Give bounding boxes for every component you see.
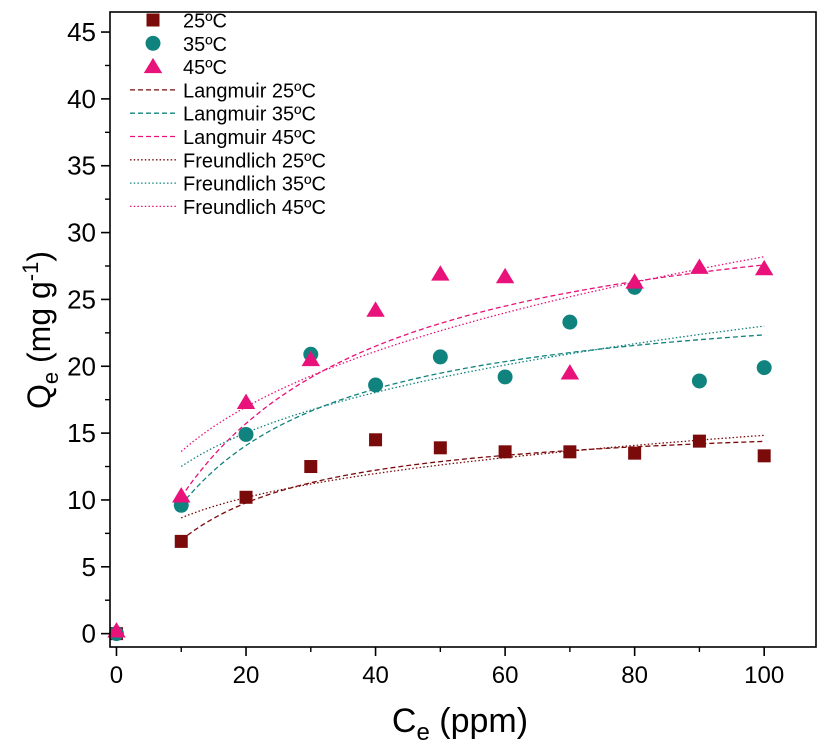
y-axis-label-main: Q (21, 384, 57, 409)
legend-label: Freundlich 35ºC (183, 174, 326, 196)
legend-label: Freundlich 45ºC (183, 197, 326, 219)
y-axis-label-sup: -1 (18, 262, 43, 282)
data-point (757, 449, 771, 463)
y-tick-label: 0 (82, 619, 96, 649)
data-point (563, 445, 577, 459)
fit-line (180, 325, 765, 468)
data-point (432, 349, 448, 365)
legend-label: 25ºC (183, 11, 227, 33)
legend-label: Langmuir 25ºC (183, 80, 316, 102)
data-point (301, 350, 321, 367)
y-tick-label: 15 (67, 418, 96, 448)
y-axis-label-close: ) (21, 251, 57, 262)
legend-label: 35ºC (183, 34, 227, 56)
legend-label: Freundlich 25ºC (183, 150, 326, 172)
data-point (431, 265, 450, 281)
fit-line (180, 334, 765, 506)
x-tick-label: 20 (233, 662, 260, 689)
legend-symbol (145, 35, 161, 51)
data-point (628, 446, 642, 460)
x-axis-label-sub: e (416, 719, 429, 746)
y-tick-label: 10 (67, 485, 96, 515)
y-tick-label: 40 (67, 84, 96, 114)
legend-label: Langmuir 45ºC (183, 127, 316, 149)
data-point (239, 490, 253, 504)
data-point (304, 460, 318, 474)
legend-symbol (146, 13, 160, 27)
x-axis-label-rest: (ppm) (430, 702, 528, 740)
x-tick-label: 40 (362, 662, 389, 689)
data-point (495, 267, 515, 284)
y-tick-label: 5 (82, 552, 96, 582)
data-point (691, 373, 707, 389)
x-axis-label-main: C (392, 702, 417, 740)
data-points (107, 258, 774, 642)
data-point (497, 369, 513, 385)
x-tick-label: 60 (492, 662, 519, 689)
fit-line (180, 440, 765, 541)
y-tick-label: 30 (67, 218, 96, 248)
legend-label: 45ºC (183, 57, 227, 79)
y-axis-label-sub: e (38, 372, 63, 384)
data-point (562, 314, 578, 330)
x-tick-label: 80 (621, 662, 648, 689)
data-point (174, 534, 188, 548)
legend-symbol (143, 57, 163, 74)
data-point (172, 487, 191, 503)
data-point (625, 273, 644, 289)
data-point (560, 364, 580, 380)
y-tick-label: 25 (67, 284, 96, 314)
data-point (690, 258, 709, 274)
data-point (236, 393, 256, 409)
plot-frame (109, 11, 817, 648)
legend-label: Langmuir 35ºC (183, 104, 316, 126)
data-point (498, 445, 512, 459)
data-point (366, 301, 385, 317)
y-axis-label-rest: (mg g (21, 281, 57, 372)
data-point (368, 377, 384, 393)
x-axis-label: Ce (ppm) (392, 702, 528, 746)
fit-line (180, 434, 765, 519)
y-tick-label: 45 (67, 17, 96, 47)
data-point (756, 360, 772, 376)
fit-curves (180, 256, 765, 541)
data-point (369, 433, 383, 447)
data-point (107, 622, 126, 638)
fit-line (180, 264, 765, 498)
y-tick-label: 20 (67, 351, 96, 381)
x-tick-label: 0 (110, 662, 123, 689)
axis-ticks: 0 20 40 60 80 100 0 5 10 15 20 25 30 35 40 45 (67, 17, 784, 689)
data-point (692, 434, 706, 448)
data-point (433, 441, 447, 455)
y-tick-label: 35 (67, 151, 96, 181)
x-tick-label: 100 (744, 662, 784, 689)
y-axis-label: Qe (mg g-1) (18, 251, 63, 409)
fit-line (180, 256, 765, 452)
data-point (238, 426, 254, 442)
data-point (754, 259, 774, 276)
